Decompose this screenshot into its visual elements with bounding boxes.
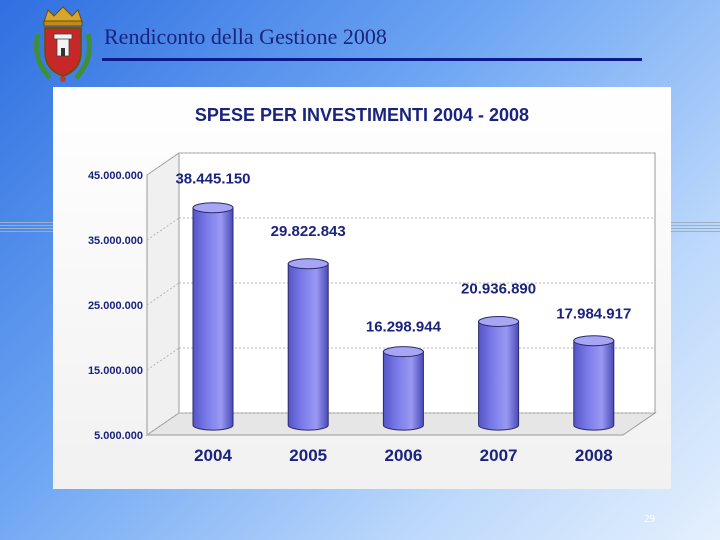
value-label: 16.298.944	[366, 319, 442, 336]
bar-2004	[192, 202, 234, 431]
y-tick-label: 15.000.000	[88, 365, 143, 377]
x-axis-labels: 2004 2005 2006 2007 2008	[194, 446, 613, 465]
wreath-icon	[34, 33, 92, 82]
bar-top	[382, 346, 424, 358]
bar-body	[478, 321, 520, 431]
crown-icon	[43, 6, 83, 27]
bar-top	[192, 202, 234, 214]
y-tick-label: 25.000.000	[88, 300, 143, 312]
title-underline	[102, 58, 642, 61]
chart-title: SPESE PER INVESTIMENTI 2004 - 2008	[195, 105, 529, 125]
x-tick-label: 2004	[194, 446, 232, 465]
bar-chart: SPESE PER INVESTIMENTI 2004 - 2008 5.000…	[88, 105, 657, 465]
x-tick-label: 2007	[480, 446, 518, 465]
gridline-side	[146, 282, 180, 306]
x-tick-label: 2006	[384, 446, 422, 465]
y-axis-labels: 5.000.000 15.000.000 25.000.000 35.000.000 4…	[88, 170, 143, 442]
page-number: 29	[644, 513, 655, 525]
value-label: 20.936.890	[461, 281, 536, 298]
decorative-lines-left	[0, 222, 56, 234]
chart-side-wall	[146, 152, 180, 436]
bar-2006	[382, 346, 424, 431]
slide-title: Rendiconto della Gestione 2008	[104, 24, 387, 49]
bar-2008	[573, 335, 615, 431]
value-label: 29.822.843	[271, 223, 346, 240]
bar-top	[573, 335, 615, 347]
shield-icon	[44, 27, 82, 77]
bar-body	[382, 351, 424, 431]
y-tick-label: 5.000.000	[94, 430, 143, 442]
bar-top	[287, 258, 329, 270]
chart-panel: SPESE PER INVESTIMENTI 2004 - 2008 5.000…	[53, 87, 671, 489]
bar-2005	[287, 258, 329, 431]
decorative-lines-right	[670, 222, 720, 234]
gridline-side	[146, 217, 180, 241]
value-label: 17.984.917	[556, 306, 631, 323]
y-tick-label: 35.000.000	[88, 235, 143, 247]
x-tick-label: 2008	[575, 446, 613, 465]
bar-body	[573, 340, 615, 431]
bar-2007	[478, 316, 520, 431]
x-tick-label: 2005	[289, 446, 327, 465]
coat-of-arms-logo	[30, 4, 96, 86]
gridline-side	[146, 412, 180, 436]
value-label: 38.445.150	[175, 171, 250, 188]
gridline-side	[146, 152, 180, 176]
y-tick-label: 45.000.000	[88, 170, 143, 182]
bar-body	[287, 263, 329, 431]
bar-top	[478, 316, 520, 328]
gridline-side	[146, 347, 180, 371]
chart-bars	[192, 202, 615, 431]
bar-body	[192, 207, 234, 431]
chart-value-labels: 38.445.150 29.822.843 16.298.944 20.936.890…	[175, 171, 631, 336]
